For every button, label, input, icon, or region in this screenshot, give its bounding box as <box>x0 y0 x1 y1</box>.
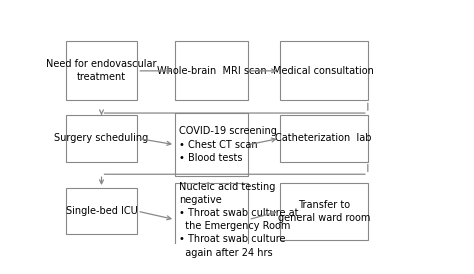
Text: Whole-brain  MRI scan: Whole-brain MRI scan <box>157 66 266 76</box>
Bar <box>280 115 368 162</box>
Bar <box>66 188 137 234</box>
Text: Catheterization  lab: Catheterization lab <box>275 133 372 143</box>
Bar <box>175 113 248 176</box>
Bar <box>66 115 137 162</box>
Text: COVID-19 screening
• Chest CT scan
• Blood tests: COVID-19 screening • Chest CT scan • Blo… <box>179 127 277 163</box>
Bar <box>175 41 248 100</box>
Bar <box>66 41 137 100</box>
Text: Medical consultation: Medical consultation <box>273 66 374 76</box>
Text: Transfer to
general ward room: Transfer to general ward room <box>278 199 370 223</box>
Text: Surgery scheduling: Surgery scheduling <box>55 133 149 143</box>
Bar <box>280 41 368 100</box>
Text: Single-bed ICU: Single-bed ICU <box>65 206 137 216</box>
Text: Need for endovascular
treatment: Need for endovascular treatment <box>46 59 157 82</box>
Text: Nucleic acid testing
negative
• Throat swab culture at
  the Emergency Room
• Th: Nucleic acid testing negative • Throat s… <box>179 182 299 258</box>
Bar <box>175 183 248 256</box>
Bar <box>280 183 368 240</box>
